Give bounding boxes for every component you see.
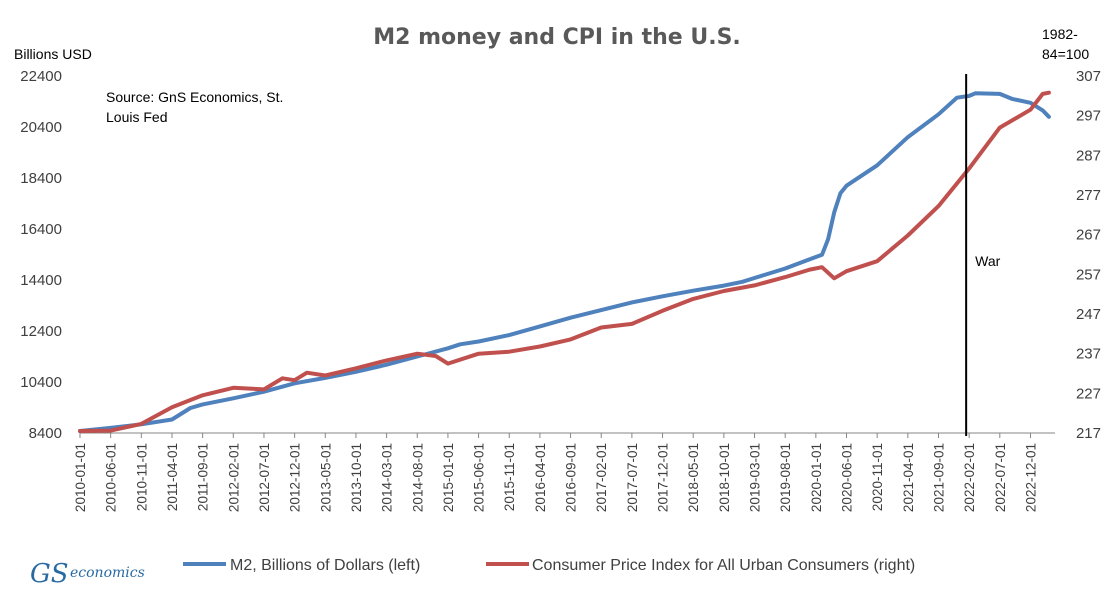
x-tick-label: 2010-11-01: [134, 443, 149, 511]
right-tick-label: 227: [1076, 385, 1101, 402]
left-tick-label: 20400: [20, 119, 62, 136]
logo-economics-text: economics: [70, 565, 145, 581]
right-tick-label: 267: [1076, 227, 1101, 244]
right-tick-label: 257: [1076, 266, 1101, 283]
legend-label-cpi: Consumer Price Index for All Urban Consu…: [532, 557, 915, 574]
x-tick-label: 2021-09-01: [931, 443, 946, 512]
x-tick-label: 2017-12-01: [656, 443, 671, 512]
right-tick-label: 297: [1076, 108, 1101, 125]
x-tick-label: 2014-08-01: [410, 443, 425, 512]
cpi-series-line: [78, 90, 1051, 433]
x-tick-label: 2013-10-01: [349, 443, 364, 512]
right-axis-unit-label-line2: 84=100: [1042, 46, 1089, 62]
left-tick-label: 16400: [20, 221, 62, 238]
right-tick-label: 277: [1076, 187, 1101, 204]
left-tick-label: 22400: [20, 68, 62, 85]
x-tick-label: 2019-03-01: [748, 443, 763, 512]
x-tick-label: 2020-11-01: [870, 443, 885, 511]
source-note-line2: Louis Fed: [106, 109, 167, 125]
left-axis-unit-label: Billions USD: [14, 46, 92, 62]
war-label: War: [975, 253, 1000, 269]
series-layer: [78, 90, 1051, 433]
legend-label-m2: M2, Billions of Dollars (left): [230, 557, 420, 574]
x-tick-label: 2014-03-01: [380, 443, 395, 512]
x-tick-label: 2020-06-01: [840, 443, 855, 512]
left-axis: 8400 10400 12400 14400 16400 18400 20400 22400: [20, 68, 62, 442]
x-tick-label: 2020-01-01: [809, 443, 824, 512]
right-tick-label: 247: [1076, 306, 1101, 323]
x-tick-label: 2011-04-01: [165, 443, 180, 511]
right-axis-unit-label-line1: 1982-: [1042, 26, 1078, 42]
x-tick-label: 2019-08-01: [778, 443, 793, 512]
x-tick-label: 2022-02-01: [962, 443, 977, 512]
right-tick-label: 217: [1076, 425, 1101, 442]
x-tick-label: 2017-02-01: [594, 443, 609, 512]
source-note-line1: Source: GnS Economics, St.: [106, 89, 283, 105]
left-tick-label: 18400: [20, 170, 62, 187]
x-tick-label: 2010-06-01: [104, 443, 119, 512]
chart-title: M2 money and CPI in the U.S.: [373, 25, 741, 50]
right-tick-label: 307: [1076, 68, 1101, 85]
x-tick-label: 2012-07-01: [257, 443, 272, 512]
x-tick-label: 2015-06-01: [472, 443, 487, 512]
x-tick-label: 2010-01-01: [73, 443, 88, 512]
logo-gs-mark: GS: [30, 559, 69, 589]
x-tick-label: 2018-05-01: [686, 443, 701, 512]
x-tick-label: 2018-10-01: [717, 443, 732, 512]
right-tick-label: 237: [1076, 346, 1101, 363]
left-tick-label: 8400: [29, 425, 62, 442]
x-tick-label: 2011-09-01: [196, 443, 211, 511]
x-tick-label: 2016-09-01: [564, 443, 579, 512]
right-axis: 217 227 237 247 257 267 277 287 297 307: [1076, 68, 1101, 442]
x-tick-label: 2016-04-01: [533, 443, 548, 512]
m2-series-line: [78, 91, 1051, 433]
x-tick-label: 2013-05-01: [318, 443, 333, 512]
x-tick-label: 2015-11-01: [502, 443, 517, 511]
gns-economics-logo: GS economics: [30, 559, 145, 589]
x-tick-label: 2015-01-01: [441, 443, 456, 512]
x-tick-label: 2012-02-01: [226, 443, 241, 512]
war-annotation: War: [965, 74, 1001, 436]
x-tick-label: 2022-12-01: [1023, 443, 1038, 512]
x-tick-label: 2021-04-01: [901, 443, 916, 512]
right-tick-label: 287: [1076, 147, 1101, 164]
x-tick-label: 2022-07-01: [993, 443, 1008, 512]
left-tick-label: 10400: [20, 374, 62, 391]
x-axis: 2010-01-01 2010-06-01 2010-11-01 2011-04-01…: [73, 432, 1055, 512]
x-tick-label: 2012-12-01: [288, 443, 303, 512]
x-tick-label: 2017-07-01: [625, 443, 640, 512]
left-tick-label: 12400: [20, 323, 62, 340]
left-tick-label: 14400: [20, 272, 62, 289]
